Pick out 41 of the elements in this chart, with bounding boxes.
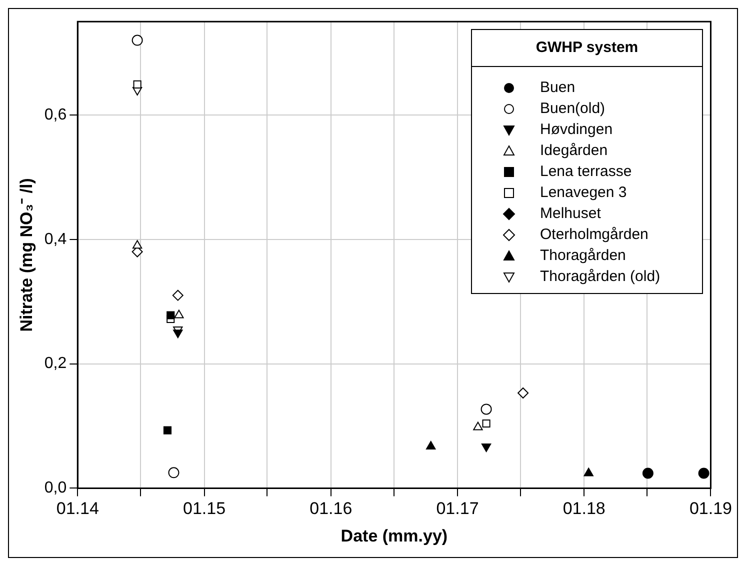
legend-label: Thoragården — [540, 246, 626, 266]
point — [698, 468, 710, 479]
x-axis-title: Date (mm.yy) — [340, 526, 448, 546]
point — [426, 441, 436, 450]
point — [172, 290, 184, 301]
legend-label: Buen — [540, 78, 576, 98]
y-tick-label: 0,0 — [44, 480, 67, 497]
legend-label: Høvdingen — [540, 120, 613, 140]
y-tick-label: 0,4 — [44, 230, 67, 248]
legend-label: Buen(old) — [540, 99, 606, 119]
point — [163, 426, 172, 434]
x-tick-label: 01.18 — [562, 499, 606, 518]
legend-label: Lenavegen 3 — [540, 183, 627, 203]
point — [642, 468, 654, 479]
point — [473, 422, 483, 430]
legend-label: Thoragården (old) — [540, 267, 660, 287]
legend-title: GWHP system — [536, 39, 638, 56]
point — [132, 240, 142, 249]
legend-label: Melhuset — [540, 204, 601, 224]
legend-label: Idegården — [540, 141, 608, 161]
legend-label: Oterholmgården — [540, 225, 648, 245]
x-tick-label: 01.16 — [310, 499, 352, 518]
point — [166, 311, 175, 320]
point — [168, 467, 180, 478]
point — [133, 80, 142, 88]
x-tick-label: 01.19 — [689, 499, 732, 518]
point — [480, 404, 492, 415]
x-tick-label: 01.14 — [56, 499, 99, 518]
point — [584, 468, 594, 476]
point — [482, 419, 490, 428]
point — [173, 330, 183, 338]
legend-label: Lena terrasse — [540, 162, 632, 182]
y-tick-label: 0,6 — [44, 106, 67, 124]
point — [132, 34, 143, 46]
point — [174, 310, 184, 318]
y-axis-title: Nitrate (mg NO₃⁻ /l) — [16, 178, 36, 332]
y-tick-label: 0,2 — [44, 355, 67, 372]
x-tick-label: 01.15 — [182, 499, 226, 518]
legend-header-box: GWHP system — [472, 30, 702, 67]
point — [518, 388, 529, 399]
x-tick-label: 01.17 — [436, 499, 479, 518]
